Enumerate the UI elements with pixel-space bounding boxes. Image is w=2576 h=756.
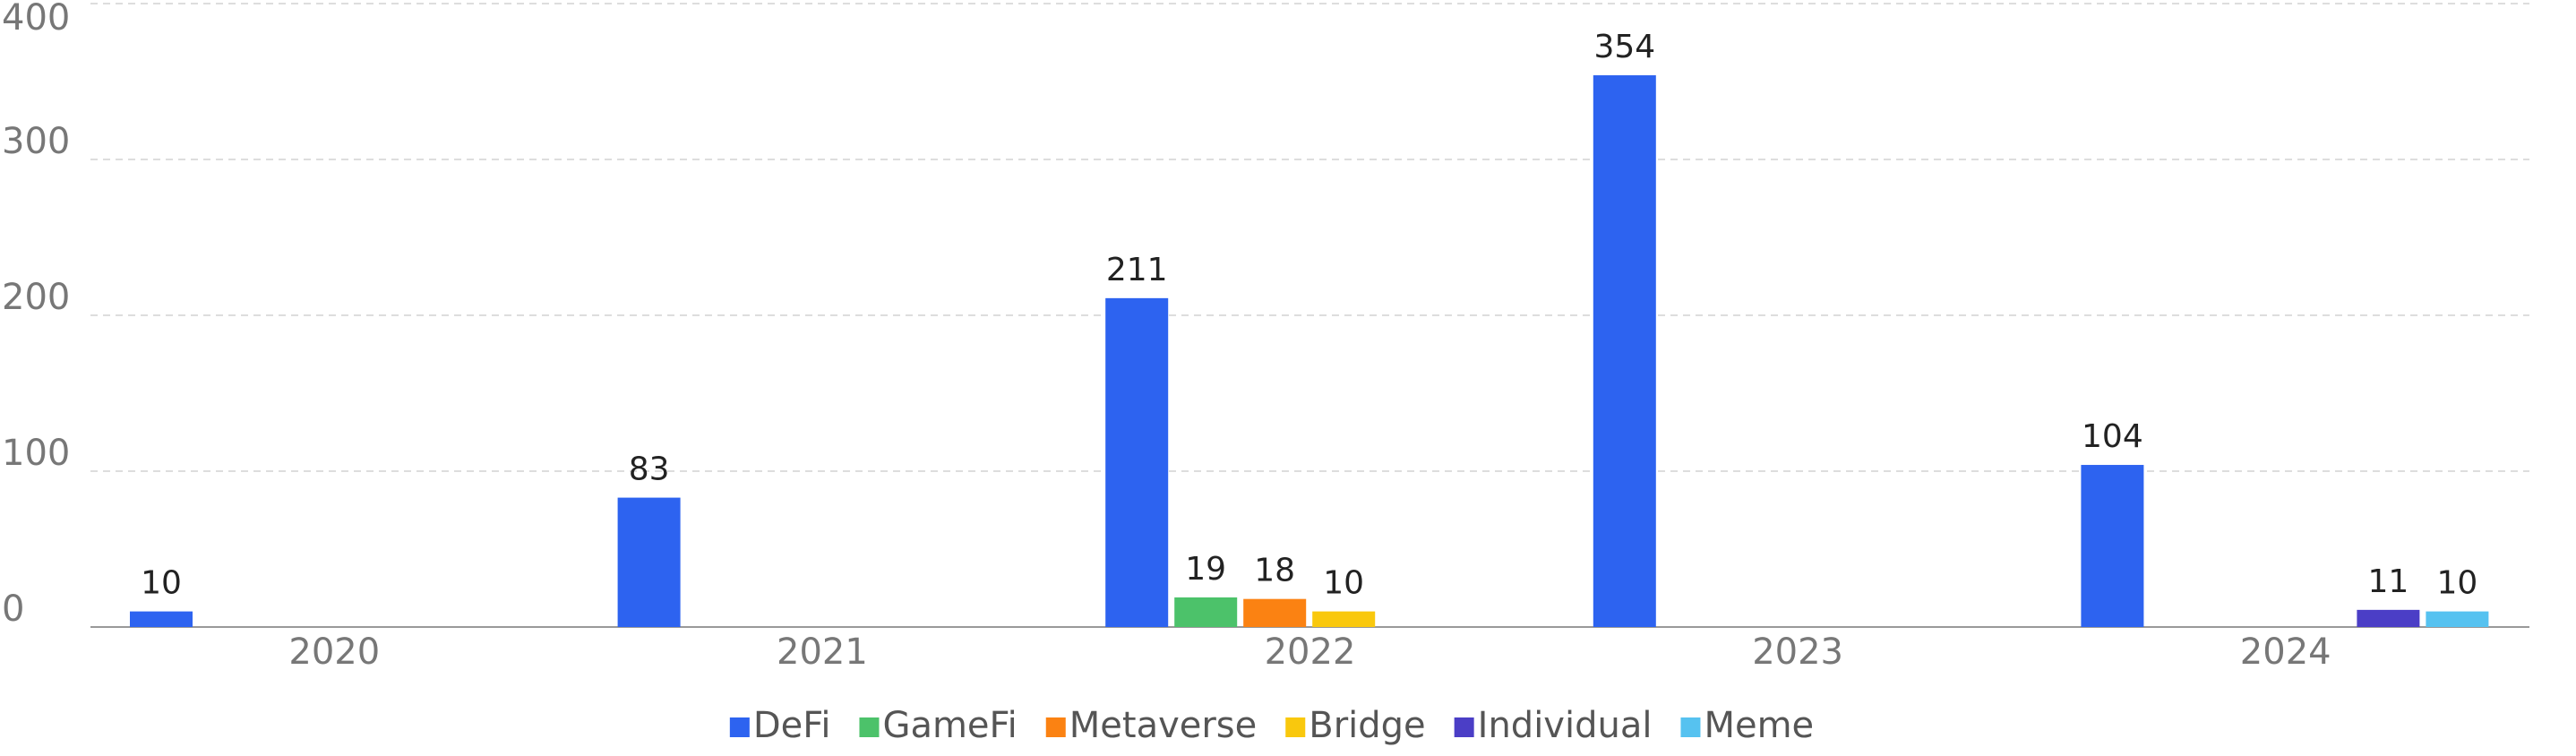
legend-swatch (859, 717, 880, 737)
bar (1243, 598, 1307, 627)
data-label: 104 (2082, 418, 2143, 455)
x-tick-label: 2024 (2240, 631, 2331, 673)
legend-swatch (1680, 717, 1701, 737)
legend-label: Bridge (1309, 705, 1425, 746)
x-tick-label: 2023 (1752, 631, 1843, 673)
bar (2081, 465, 2144, 627)
legend-swatch (729, 717, 750, 737)
bar (1105, 297, 1169, 627)
bar (617, 497, 681, 627)
y-tick-label: 400 (2, 0, 70, 39)
data-label: 10 (2436, 565, 2477, 602)
legend-label: Meme (1704, 705, 1814, 746)
x-tick-label: 2020 (288, 631, 380, 673)
bar (1312, 611, 1376, 627)
bar (1593, 75, 1656, 628)
y-tick-label: 200 (2, 277, 70, 318)
legend-swatch (1454, 717, 1474, 737)
legend: DeFi GameFi Metaverse Bridge Individual Meme (729, 705, 1814, 746)
data-label: 11 (2367, 563, 2409, 600)
data-label: 18 (1254, 553, 1295, 589)
y-tick-label: 300 (2, 121, 70, 162)
x-tick-label: 2021 (777, 631, 868, 673)
legend-swatch (1285, 717, 1306, 737)
data-label: 83 (629, 451, 670, 488)
legend-label: Individual (1478, 705, 1653, 746)
bar (130, 611, 193, 627)
data-label: 10 (141, 565, 182, 602)
x-tick-label: 2022 (1265, 631, 1356, 673)
bar (1174, 597, 1238, 627)
legend-label: DeFi (753, 705, 831, 746)
legend-label: Metaverse (1069, 705, 1258, 746)
bar (2426, 611, 2489, 627)
y-tick-label: 0 (2, 588, 24, 630)
legend-swatch (1045, 717, 1066, 737)
data-label: 10 (1323, 565, 1364, 602)
data-label: 19 (1185, 551, 1226, 588)
legend-label: GameFi (882, 705, 1017, 746)
y-tick-label: 100 (2, 433, 70, 474)
data-label: 211 (1106, 252, 1168, 288)
bar (2357, 609, 2420, 627)
data-label: 354 (1593, 29, 1655, 65)
